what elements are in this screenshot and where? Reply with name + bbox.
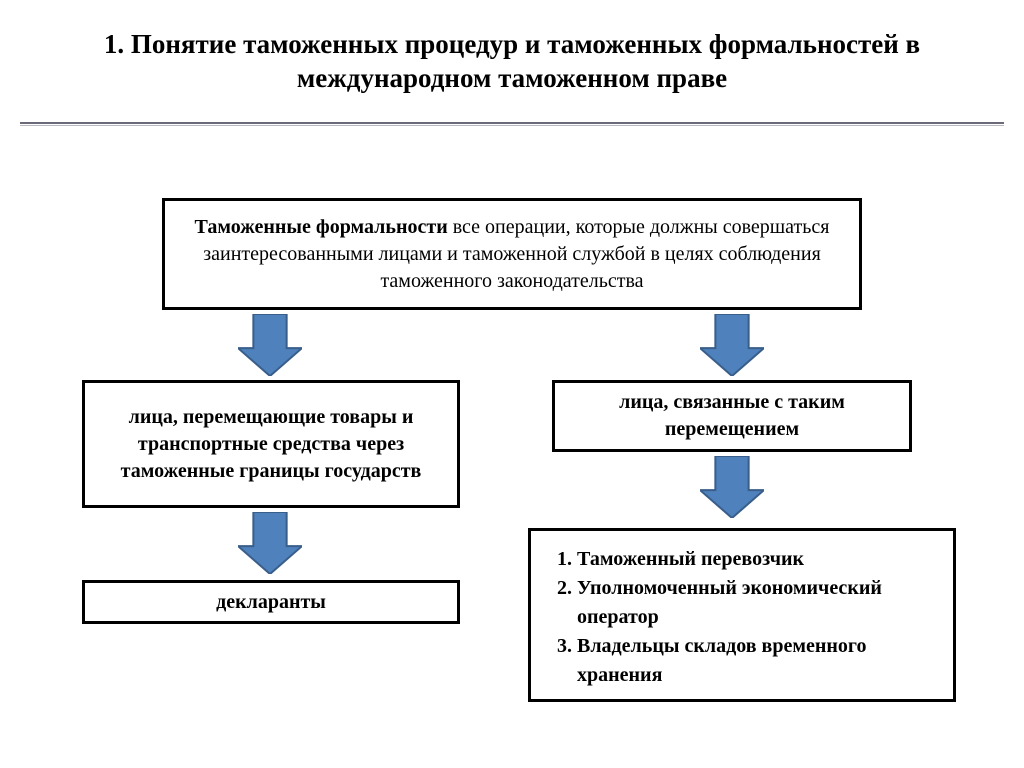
box-definition-text: Таможенные формальности все операции, ко… (179, 214, 845, 295)
arrow-down-icon (238, 314, 302, 376)
arrow-down-icon (700, 456, 764, 518)
arrow-down-icon (700, 314, 764, 376)
related-persons-list: Таможенный перевозчик Уполномоченный эко… (549, 545, 935, 690)
list-item: Таможенный перевозчик (577, 545, 935, 574)
list-item: Владельцы складов временного хранения (577, 632, 935, 690)
box-declarants: декларанты (82, 580, 460, 624)
list-item: Уполномоченный экономический оператор (577, 574, 935, 632)
box-definition: Таможенные формальности все операции, ко… (162, 198, 862, 310)
title-text: 1. Понятие таможенных процедур и таможен… (104, 29, 920, 93)
box-declarants-text: декларанты (216, 589, 326, 616)
definition-lead: Таможенные формальности (195, 216, 453, 238)
box-persons-moving-goods: лица, перемещающие товары и транспортные… (82, 380, 460, 508)
arrow-down-icon (238, 512, 302, 574)
box-right-text: лица, связанные с таким перемещением (569, 389, 895, 443)
box-persons-related: лица, связанные с таким перемещением (552, 380, 912, 452)
page-title: 1. Понятие таможенных процедур и таможен… (0, 0, 1024, 108)
box-list-related-persons: Таможенный перевозчик Уполномоченный эко… (528, 528, 956, 702)
box-left-text: лица, перемещающие товары и транспортные… (99, 404, 443, 485)
title-underline (20, 114, 1004, 124)
